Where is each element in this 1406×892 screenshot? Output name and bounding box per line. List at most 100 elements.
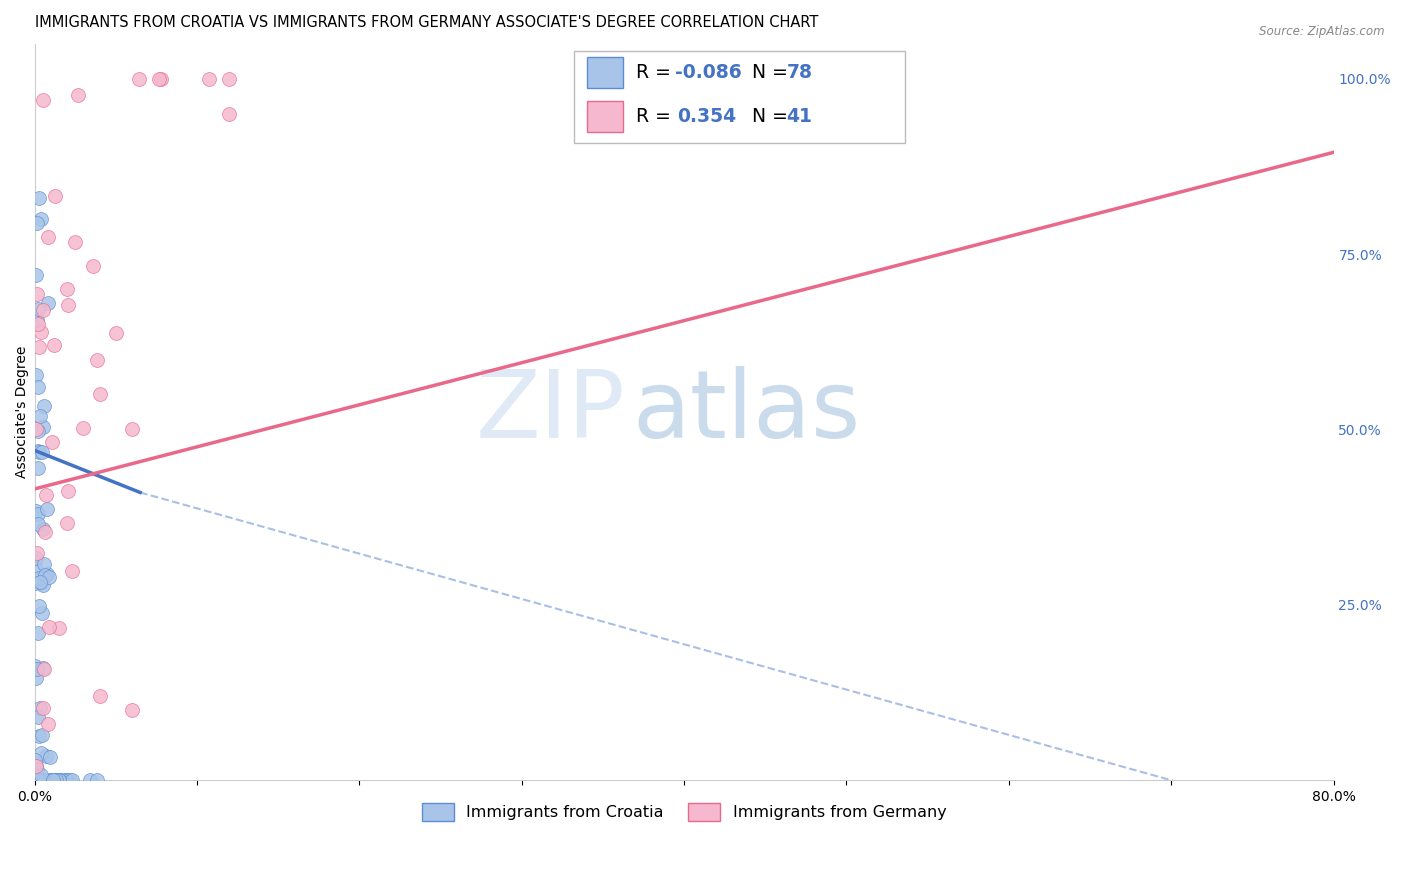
Point (128, 71, 150, 86)
Point (24, 576, 46, 591)
Text: atlas: atlas (633, 366, 860, 458)
Point (31, 772, 53, 787)
Point (28, 772, 51, 787)
Point (48, 772, 70, 787)
Point (28, 571, 51, 585)
Point (148, 71, 170, 86)
Point (149, 71, 172, 86)
Point (27, 461, 49, 475)
Point (44, 772, 66, 787)
Point (25, 550, 48, 565)
Point (56, 483, 79, 498)
Point (45, 772, 67, 787)
Point (27, 625, 49, 640)
Point (25, 763, 48, 777)
Point (48, 621, 70, 635)
Point (28, 772, 51, 787)
Point (86, 772, 108, 787)
Point (30, 768, 52, 782)
Point (27, 286, 49, 301)
FancyBboxPatch shape (574, 51, 905, 143)
Point (37, 566, 59, 581)
Point (30, 211, 52, 226)
Text: R =: R = (636, 107, 683, 126)
Point (28, 599, 51, 614)
Point (44, 188, 66, 202)
Point (30, 701, 52, 715)
Point (25, 268, 48, 282)
Point (60, 565, 83, 579)
Point (24, 659, 46, 673)
Point (37, 230, 59, 244)
Text: 78: 78 (786, 62, 813, 82)
Point (31, 701, 53, 715)
Point (82, 260, 104, 274)
Legend: Immigrants from Croatia, Immigrants from Germany: Immigrants from Croatia, Immigrants from… (415, 797, 953, 827)
Point (55, 772, 77, 787)
Text: IMMIGRANTS FROM CROATIA VS IMMIGRANTS FROM GERMANY ASSOCIATE'S DEGREE CORRELATIO: IMMIGRANTS FROM CROATIA VS IMMIGRANTS FR… (35, 15, 818, 30)
Point (31, 607, 53, 621)
Point (41, 772, 63, 787)
Point (25, 313, 48, 327)
Point (48, 772, 70, 787)
Point (27, 424, 49, 438)
Point (59, 772, 82, 787)
Point (27, 729, 49, 743)
Point (39, 772, 62, 787)
Point (32, 522, 55, 536)
Point (35, 748, 58, 763)
Point (31, 93, 53, 107)
Point (35, 501, 58, 516)
Point (38, 570, 60, 584)
Point (28, 445, 51, 459)
Text: Source: ZipAtlas.com: Source: ZipAtlas.com (1260, 25, 1385, 38)
Point (41, 434, 63, 449)
Text: 0.354: 0.354 (678, 107, 737, 126)
Point (28, 191, 51, 205)
Point (37, 296, 59, 310)
Point (39, 750, 62, 764)
Point (25, 671, 48, 685)
Point (32, 399, 55, 413)
Point (121, 422, 143, 436)
Point (104, 326, 127, 340)
Point (27, 709, 49, 723)
Point (27, 517, 49, 532)
FancyBboxPatch shape (586, 57, 623, 87)
Point (32, 557, 55, 571)
Point (37, 716, 59, 731)
Point (56, 298, 79, 312)
Point (56, 282, 79, 296)
Y-axis label: Associate's Degree: Associate's Degree (15, 345, 30, 478)
Point (56, 516, 79, 531)
Point (67, 87, 90, 102)
Point (32, 302, 55, 317)
Point (27, 662, 49, 676)
Point (25, 368, 48, 382)
Point (27, 546, 49, 560)
Point (32, 660, 55, 674)
Point (30, 325, 52, 339)
Point (30, 746, 52, 760)
Point (30, 576, 52, 591)
Point (32, 420, 55, 434)
Point (48, 772, 70, 787)
Point (24, 753, 46, 767)
Point (218, 71, 240, 86)
FancyBboxPatch shape (586, 101, 623, 132)
Point (86, 353, 108, 368)
Point (27, 317, 49, 331)
Point (42, 772, 65, 787)
Text: 41: 41 (786, 107, 813, 126)
Point (34, 488, 56, 502)
Point (55, 772, 77, 787)
Point (31, 578, 53, 592)
Point (27, 772, 49, 787)
Point (25, 216, 48, 230)
Point (34, 567, 56, 582)
Text: R =: R = (636, 62, 676, 82)
Point (31, 445, 53, 459)
Point (218, 107, 240, 121)
Point (72, 421, 94, 435)
Point (39, 772, 62, 787)
